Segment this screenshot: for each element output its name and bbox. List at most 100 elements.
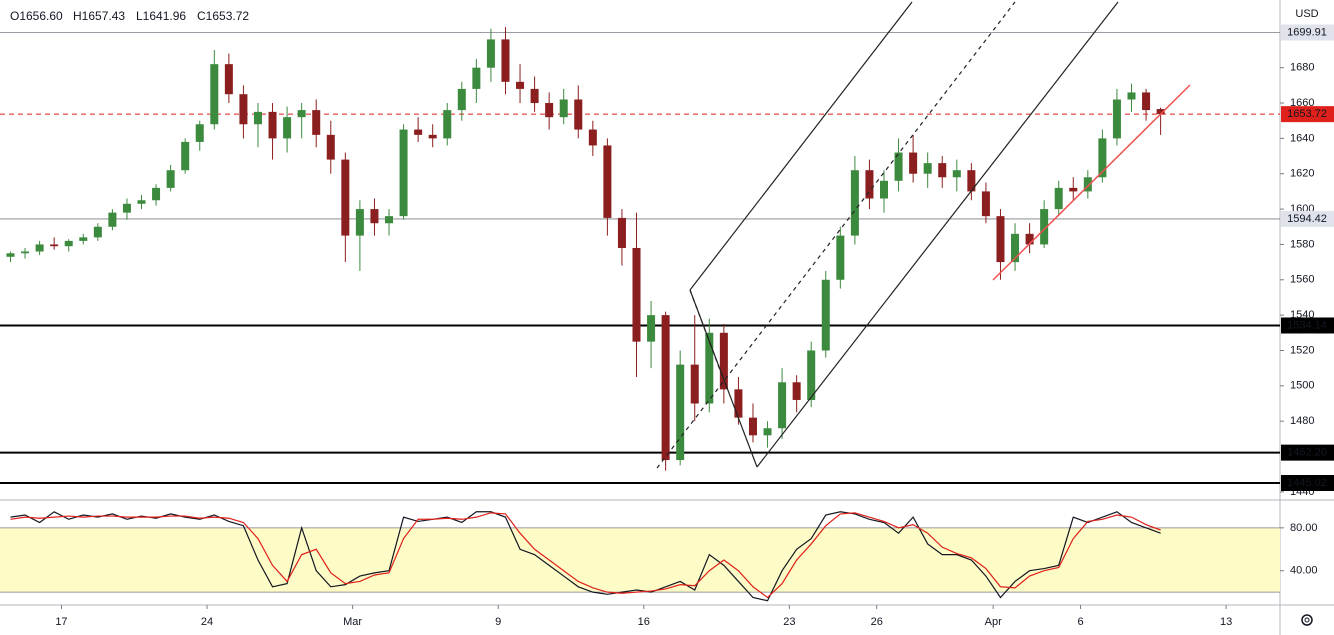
candle-body xyxy=(341,159,350,236)
open-label: O1656.60 xyxy=(10,9,63,23)
gear-hub[interactable] xyxy=(1304,617,1310,623)
candle-body xyxy=(996,216,1005,263)
candle-body xyxy=(530,88,539,104)
level-label-box xyxy=(1281,210,1334,227)
y-tick-label: 1560 xyxy=(1290,274,1314,286)
candle-body xyxy=(705,332,714,404)
candle-body xyxy=(64,240,73,247)
level-label: 1653.72 xyxy=(1287,108,1327,120)
high-label: H1657.43 xyxy=(73,9,125,23)
y-tick-label: 1520 xyxy=(1290,344,1314,356)
candle-body xyxy=(821,279,830,351)
drawings xyxy=(656,1,1191,469)
candle-body xyxy=(35,244,44,252)
candle-body xyxy=(297,110,306,118)
candle-body xyxy=(850,170,859,236)
y-tick-label: 1480 xyxy=(1290,415,1314,427)
candle-body xyxy=(501,39,510,82)
candle-body xyxy=(1083,177,1092,192)
candle-body xyxy=(690,364,699,404)
currency: USD xyxy=(1295,8,1318,20)
level-label: 1445.02 xyxy=(1287,477,1327,489)
candle-body xyxy=(836,235,845,280)
level-label: 1534.14 xyxy=(1287,319,1327,331)
level-label-box xyxy=(1281,444,1334,461)
candle-body xyxy=(545,103,554,118)
candle-body xyxy=(938,163,947,178)
candle-body xyxy=(1025,233,1034,245)
y-tick-label: 1660 xyxy=(1290,97,1314,109)
candle-body xyxy=(1112,99,1121,139)
x-tick-label: Mar xyxy=(343,616,362,628)
candle-body xyxy=(719,332,728,390)
candle-body xyxy=(909,152,918,174)
candle-body xyxy=(472,67,481,89)
candle-body xyxy=(1142,92,1151,111)
candle-body xyxy=(166,170,175,188)
candle-body xyxy=(486,39,495,68)
candle-body xyxy=(923,163,932,174)
candle-body xyxy=(50,244,59,247)
channel-lower xyxy=(756,1,1119,468)
candle-body xyxy=(224,64,233,95)
candle-body xyxy=(137,200,146,204)
candle-body xyxy=(414,129,423,135)
gear[interactable] xyxy=(1301,614,1313,626)
x-tick-label: 6 xyxy=(1077,616,1083,628)
trend-line xyxy=(992,84,1191,281)
candle-body xyxy=(122,203,131,213)
candle-body xyxy=(763,428,772,436)
level-label-box xyxy=(1281,24,1334,41)
x-tick-label: 26 xyxy=(871,616,883,628)
candle-body xyxy=(399,129,408,217)
candle-body xyxy=(210,64,219,125)
candle-body xyxy=(239,94,248,125)
candle-body xyxy=(355,209,364,236)
candle-body xyxy=(253,111,262,125)
candle-body xyxy=(967,170,976,192)
candle-body xyxy=(1040,209,1049,245)
candle-body xyxy=(778,382,787,429)
candle-body xyxy=(1098,138,1107,178)
candle-body xyxy=(880,180,889,199)
candle-body xyxy=(268,111,277,139)
candle-body xyxy=(457,88,466,111)
level-label: 1699.91 xyxy=(1287,26,1327,38)
x-tick-label: 9 xyxy=(495,616,501,628)
candle-body xyxy=(632,247,641,342)
settings-icon[interactable] xyxy=(1301,614,1313,626)
candle-body xyxy=(6,253,15,257)
candle-body xyxy=(807,350,816,400)
candle-body xyxy=(981,191,990,217)
stoch-band xyxy=(0,527,1280,593)
candle-body xyxy=(1011,233,1020,263)
x-tick-label: 13 xyxy=(1220,616,1232,628)
x-tick-label: 23 xyxy=(783,616,795,628)
candle-body xyxy=(195,124,204,142)
candle-body xyxy=(21,251,30,254)
low-label: L1641.96 xyxy=(136,9,186,23)
stoch-tick-label: 40.00 xyxy=(1290,565,1318,577)
level-label: 1594.42 xyxy=(1287,213,1327,225)
candles xyxy=(6,27,1165,471)
candle-body xyxy=(734,389,743,418)
candle-body xyxy=(1054,187,1063,210)
candle-body xyxy=(1069,187,1078,192)
x-tick-label: Apr xyxy=(985,616,1002,628)
channel-upper xyxy=(689,1,913,291)
candle-body xyxy=(1127,92,1136,100)
candle-body xyxy=(443,110,452,139)
candle-body xyxy=(748,417,757,436)
candle-body xyxy=(385,216,394,224)
stoch-tick-label: 80.00 xyxy=(1290,522,1318,534)
candle-body xyxy=(108,212,117,227)
candle-body xyxy=(588,129,597,146)
y-tick-label: 1620 xyxy=(1290,168,1314,180)
x-tick-label: 24 xyxy=(201,616,213,628)
y-tick-label: 1640 xyxy=(1290,132,1314,144)
level-label-box xyxy=(1281,317,1334,334)
level-label: 1462.20 xyxy=(1287,447,1327,459)
y-tick-label: 1680 xyxy=(1290,62,1314,74)
candle-body xyxy=(603,145,612,218)
